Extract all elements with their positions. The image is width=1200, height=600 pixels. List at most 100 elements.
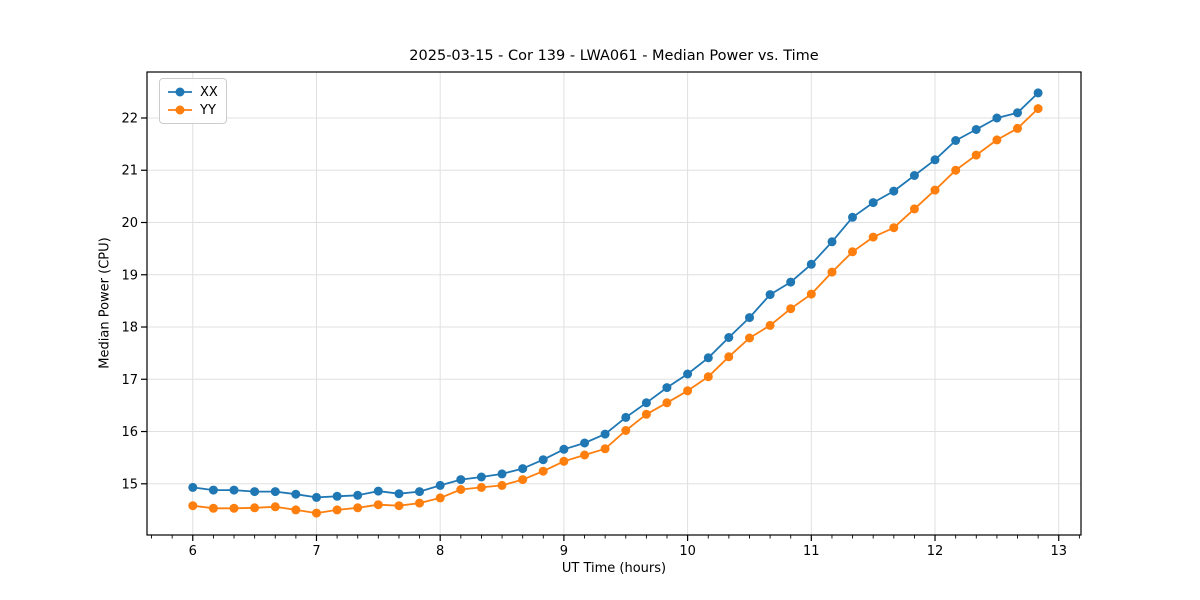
data-point-XX: [930, 155, 940, 165]
legend-line-marker-icon: [168, 87, 192, 97]
data-point-YY: [992, 135, 1002, 145]
data-point-YY: [435, 493, 445, 503]
data-point-XX: [662, 383, 672, 393]
data-point-YY: [930, 185, 940, 195]
legend-item-label: YY: [200, 102, 216, 118]
data-point-XX: [353, 490, 363, 500]
data-point-XX: [868, 198, 878, 208]
data-point-YY: [270, 502, 280, 512]
x-tick-label: 10: [679, 544, 696, 559]
data-point-XX: [559, 444, 569, 454]
data-point-XX: [600, 429, 610, 439]
data-point-YY: [456, 485, 466, 494]
data-point-XX: [1033, 88, 1043, 98]
x-tick-label: 12: [927, 544, 944, 559]
data-point-XX: [415, 487, 424, 497]
data-point-YY: [848, 247, 857, 257]
x-tick-label: 6: [189, 544, 197, 559]
data-point-XX: [909, 171, 919, 180]
data-point-YY: [538, 466, 548, 476]
data-point-YY: [889, 223, 899, 233]
data-point-YY: [476, 482, 486, 492]
data-point-YY: [786, 304, 796, 314]
data-point-XX: [889, 186, 899, 196]
data-point-XX: [312, 492, 321, 502]
data-point-YY: [518, 475, 528, 485]
data-point-YY: [806, 289, 816, 299]
x-tick-label: 11: [803, 544, 820, 559]
data-point-YY: [332, 505, 342, 515]
data-point-XX: [765, 290, 775, 300]
data-point-YY: [971, 150, 981, 160]
data-point-YY: [951, 165, 961, 175]
data-point-YY: [909, 204, 919, 214]
y-tick-label: 16: [121, 425, 138, 440]
data-point-XX: [621, 412, 631, 422]
data-point-YY: [724, 352, 734, 362]
data-point-YY: [641, 409, 651, 419]
series-line-XX: [192, 92, 1039, 499]
data-point-XX: [250, 487, 260, 497]
legend: XX YY: [159, 78, 227, 124]
x-tick-label: 8: [436, 544, 444, 559]
data-point-XX: [270, 487, 280, 497]
data-point-YY: [683, 386, 693, 396]
data-point-XX: [992, 113, 1002, 123]
legend-line-marker-icon: [168, 105, 192, 115]
data-point-XX: [229, 485, 239, 495]
plot-border: [146, 71, 1082, 536]
data-point-XX: [683, 369, 693, 379]
data-point-XX: [188, 482, 198, 492]
legend-item: XX: [167, 83, 219, 101]
data-point-YY: [703, 372, 713, 382]
data-point-YY: [868, 232, 878, 242]
data-point-XX: [497, 469, 507, 479]
data-point-XX: [580, 438, 590, 448]
legend-item-label: XX: [200, 84, 218, 100]
data-point-XX: [951, 136, 961, 145]
data-point-YY: [600, 444, 610, 454]
y-tick-label: 17: [121, 373, 138, 388]
data-point-XX: [786, 277, 796, 287]
data-point-YY: [229, 503, 239, 513]
data-point-XX: [373, 486, 383, 496]
data-point-XX: [208, 485, 218, 495]
y-tick-label: 19: [121, 268, 138, 283]
data-point-YY: [497, 480, 507, 490]
data-point-XX: [291, 489, 301, 499]
data-point-YY: [415, 498, 424, 508]
data-point-XX: [745, 313, 754, 323]
y-tick-label: 21: [121, 164, 138, 179]
data-point-YY: [765, 320, 775, 330]
data-point-YY: [745, 333, 754, 343]
data-point-YY: [1033, 104, 1043, 114]
data-point-YY: [662, 398, 672, 408]
data-point-YY: [827, 267, 837, 277]
data-point-YY: [580, 450, 590, 460]
x-axis-label: UT Time (hours): [561, 561, 667, 576]
data-point-XX: [703, 353, 713, 363]
data-point-XX: [1013, 108, 1022, 118]
data-point-XX: [456, 475, 466, 485]
data-point-YY: [373, 500, 383, 510]
data-point-XX: [538, 455, 548, 465]
data-point-YY: [621, 426, 631, 435]
series-line-YY: [192, 107, 1039, 514]
x-tick-label: 13: [1050, 544, 1067, 559]
y-tick-label: 20: [121, 216, 138, 231]
x-tick-label: 9: [560, 544, 568, 559]
y-tick-label: 22: [121, 111, 138, 126]
data-point-YY: [394, 501, 404, 511]
data-point-YY: [1013, 123, 1022, 133]
data-point-XX: [806, 259, 816, 269]
legend-item: YY: [167, 101, 219, 119]
data-point-YY: [312, 508, 321, 518]
data-point-XX: [724, 333, 734, 342]
y-axis-label: Median Power (CPU): [97, 237, 113, 369]
data-point-YY: [559, 456, 569, 466]
data-point-XX: [848, 212, 857, 222]
data-point-YY: [250, 503, 260, 513]
data-point-XX: [641, 398, 651, 408]
